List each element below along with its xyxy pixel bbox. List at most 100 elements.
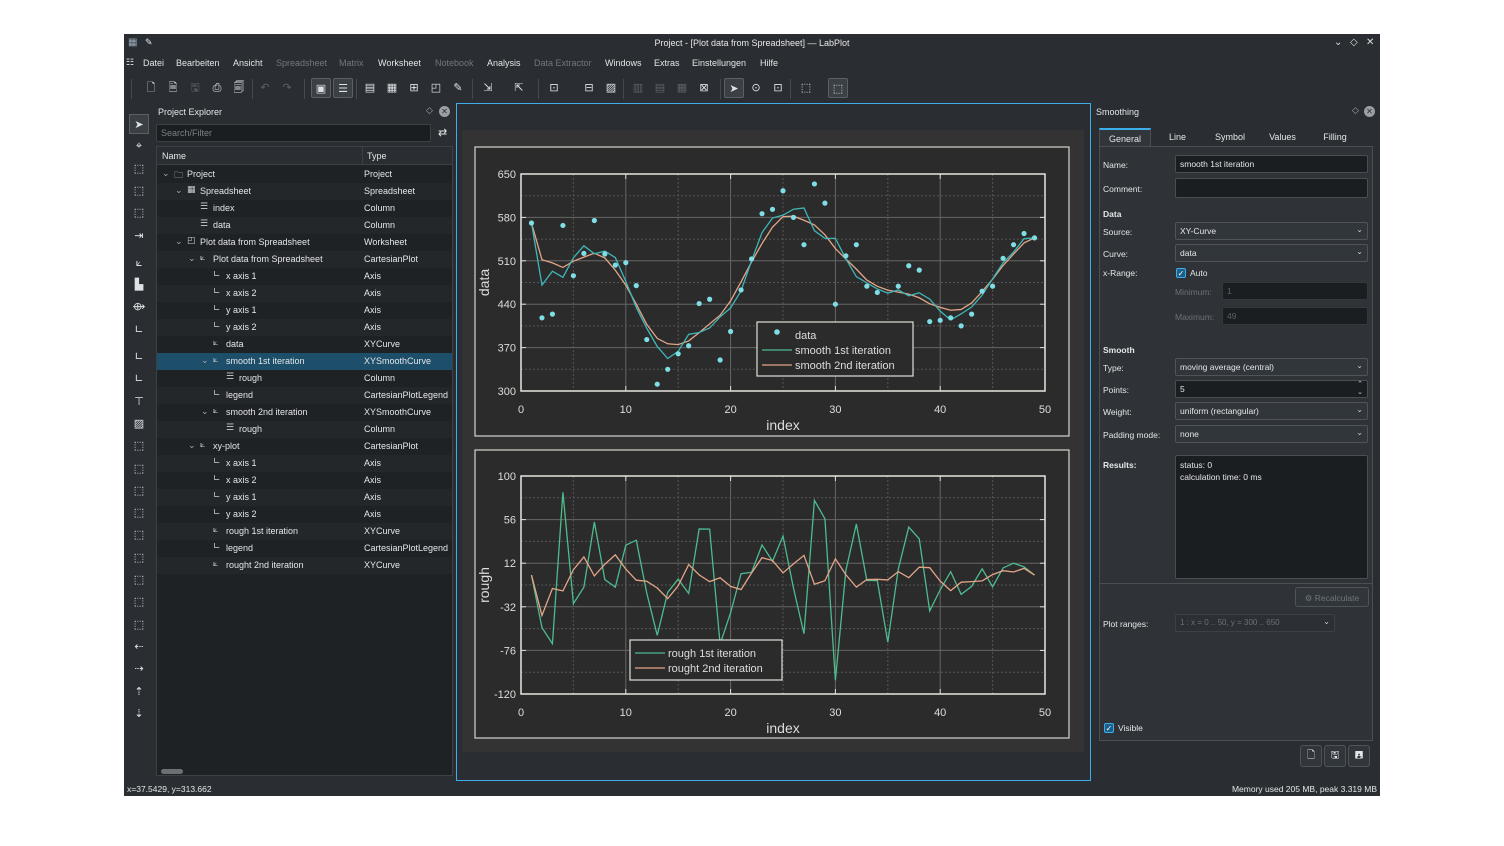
close-dock-icon[interactable]: ✕ xyxy=(439,106,450,117)
import-button[interactable]: ⇲ xyxy=(478,78,498,98)
name-input[interactable]: smooth 1st iteration xyxy=(1175,155,1368,173)
layout-horizontal-button[interactable]: ▤ xyxy=(650,78,670,98)
menu-analysis[interactable]: Analysis xyxy=(487,58,521,68)
padding-mode-select[interactable]: none ⌄ xyxy=(1175,425,1368,443)
close-button[interactable]: ✕ xyxy=(1366,37,1375,48)
save-config-button[interactable]: 🖫 xyxy=(1324,745,1346,767)
histogram-icon[interactable]: ▙ xyxy=(134,278,144,292)
export-button[interactable]: ⇱ xyxy=(509,78,529,98)
menu-matrix[interactable]: Matrix xyxy=(339,58,364,68)
float-dock-icon[interactable]: ◇ xyxy=(1352,105,1359,115)
cartesian-plot-button[interactable]: ⬚ xyxy=(828,78,848,98)
zoom-out-icon[interactable]: ⬚ xyxy=(133,528,145,542)
zoom-selection-icon[interactable]: ⬚ xyxy=(133,161,145,175)
tree-row[interactable]: ⌄ ⟀ xy-plot CartesianPlot xyxy=(157,438,452,455)
scale-auto-icon[interactable]: ⬚ xyxy=(133,439,145,453)
shift-left-icon[interactable]: ⇠ xyxy=(134,639,144,653)
zoom-in-y-icon[interactable]: ⬚ xyxy=(133,595,145,609)
print-preview-button[interactable]: 🗐 xyxy=(229,78,249,98)
navigate-mouse-button[interactable]: ⊙ xyxy=(746,78,766,98)
maximize-button[interactable]: ◇ xyxy=(1350,37,1358,48)
tree-row[interactable]: ⌄ 🗀 Project Project xyxy=(157,166,452,183)
filter-options-icon[interactable]: ⇄ xyxy=(438,127,448,139)
tree-row[interactable]: ⟀ rought 2nd iteration XYCurve xyxy=(157,557,452,574)
layout-button[interactable]: ⊡ xyxy=(544,78,564,98)
tree-view-button[interactable]: ▣ xyxy=(311,78,331,98)
new-spreadsheet-button[interactable]: ▤ xyxy=(360,78,380,98)
shift-x-icon[interactable]: ⇥ xyxy=(134,228,144,242)
scale-auto-x-icon[interactable]: ⬚ xyxy=(133,461,145,475)
new-worksheet-button[interactable]: ◰ xyxy=(426,78,446,98)
new-note-button[interactable]: ✎ xyxy=(448,78,468,98)
add-legend-icon[interactable]: ∟ xyxy=(134,372,144,386)
print-button[interactable]: ⎙ xyxy=(207,78,227,98)
search-filter-input[interactable]: Search/Filter xyxy=(156,124,431,142)
expand-chevron-icon[interactable]: ⌄ xyxy=(162,168,170,178)
tree-row[interactable]: ⌄ ◰ Plot data from Spreadsheet Worksheet xyxy=(157,234,452,251)
menu-bearbeiten[interactable]: Bearbeiten xyxy=(176,58,220,68)
menu-data-extractor[interactable]: Data Extractor xyxy=(534,58,592,68)
load-config-button[interactable]: 🗋 xyxy=(1300,745,1322,767)
save-default-button[interactable]: 🖪 xyxy=(1348,745,1370,767)
save-button[interactable]: 🖫 xyxy=(185,78,205,98)
layout-vertical-button[interactable]: ▥ xyxy=(628,78,648,98)
tree-row[interactable]: ⌄ ⟀ smooth 2nd iteration XYSmoothCurve xyxy=(157,404,452,421)
zoom-out-x-icon[interactable]: ⬚ xyxy=(133,573,145,586)
redo-button[interactable]: ↷ xyxy=(277,78,297,98)
tab-line[interactable]: Line xyxy=(1168,132,1186,142)
recalculate-button[interactable]: ⚙ Recalculate xyxy=(1295,587,1369,607)
tree-row[interactable]: ⟀ data XYCurve xyxy=(157,336,452,353)
tree-row[interactable]: ∟ y axis 1 Axis xyxy=(157,302,452,319)
add-axis-icon[interactable]: ∟ xyxy=(134,350,144,363)
break-layout-button[interactable]: ⊠ xyxy=(694,78,714,98)
spin-arrows-icon[interactable]: ⌃ ⌄ xyxy=(1357,381,1363,396)
zoom-button[interactable]: ⬚ xyxy=(796,78,816,98)
menu-app-icon[interactable]: ☷ xyxy=(126,57,135,67)
weight-select[interactable]: uniform (rectangular) ⌄ xyxy=(1175,402,1368,420)
select-arrow-icon[interactable]: ➤ xyxy=(129,114,149,134)
menu-ansicht[interactable]: Ansicht xyxy=(233,58,263,68)
plot-ranges-select[interactable]: 1 : x = 0 .. 50, y = 300 .. 650 ⌄ xyxy=(1175,614,1335,632)
tree-row[interactable]: ∟ x axis 2 Axis xyxy=(157,472,452,489)
worksheet-canvas[interactable]: 0 10 20 30 40 50 650 580 510 440 370 300 index data da… xyxy=(462,130,1084,752)
tree-row[interactable]: ∟ x axis 2 Axis xyxy=(157,285,452,302)
image-button[interactable]: ▨ xyxy=(601,78,621,98)
column-header-name[interactable]: Name xyxy=(162,151,187,161)
tree-row[interactable]: ⟀ rough 1st iteration XYCurve xyxy=(157,523,452,540)
scale-auto-y-icon[interactable]: ⬚ xyxy=(133,483,145,497)
expand-chevron-icon[interactable]: ⌄ xyxy=(188,253,196,263)
project-tree[interactable]: Name Type ⌄ 🗀 Project Project ⌄ ▦ Spreadsheet S… xyxy=(156,146,453,776)
tree-row[interactable]: ☰ data Column xyxy=(157,217,452,234)
crosshair-icon[interactable]: ⌖ xyxy=(135,139,143,153)
points-spinbox[interactable]: 5 ⌃ ⌄ xyxy=(1175,380,1368,398)
comment-input[interactable] xyxy=(1175,178,1368,198)
fit-icon[interactable]: ⟴ xyxy=(132,300,146,314)
open-button[interactable]: 🗎 xyxy=(163,78,183,98)
menu-worksheet[interactable]: Worksheet xyxy=(378,58,421,68)
select-cursor-button[interactable]: ➤ xyxy=(724,78,744,98)
zoom-in-x-icon[interactable]: ⬚ xyxy=(133,550,145,564)
source-select[interactable]: XY-Curve ⌄ xyxy=(1175,222,1368,240)
expand-chevron-icon[interactable]: ⌄ xyxy=(175,185,183,195)
zoom-in-icon[interactable]: ⬚ xyxy=(133,506,145,520)
image-icon[interactable]: ▨ xyxy=(133,416,145,430)
expand-chevron-icon[interactable]: ⌄ xyxy=(175,236,183,246)
new-matrix-button[interactable]: ▦ xyxy=(382,78,402,98)
menu-einstellungen[interactable]: Einstellungen xyxy=(692,58,747,68)
float-dock-icon[interactable]: ◇ xyxy=(426,105,433,115)
curve-select[interactable]: data ⌄ xyxy=(1175,244,1368,262)
plot-data-from-spreadsheet[interactable]: 0 10 20 30 40 50 650 580 510 440 370 300 index data da… xyxy=(474,146,1070,437)
xy-plot[interactable]: 0 10 20 30 40 50 100 56 12 -32 -76 -120 index rough ro… xyxy=(474,449,1070,739)
add-curve-icon[interactable]: ⟀ xyxy=(135,255,143,269)
tree-row[interactable]: ⌄ ⟀ smooth 1st iteration XYSmoothCurve xyxy=(157,353,452,370)
expand-chevron-icon[interactable]: ⌄ xyxy=(188,440,196,450)
shift-up-icon[interactable]: ⇡ xyxy=(134,684,144,698)
zoom-out-y-icon[interactable]: ⬚ xyxy=(133,617,145,631)
tab-symbol[interactable]: Symbol xyxy=(1214,132,1245,142)
tree-row[interactable]: ☰ index Column xyxy=(157,200,452,217)
shift-down-icon[interactable]: ⇣ xyxy=(134,706,144,720)
column-divider[interactable] xyxy=(362,147,363,165)
visible-checkbox[interactable]: ✓ xyxy=(1104,723,1114,733)
menu-spreadsheet[interactable]: Spreadsheet xyxy=(276,58,328,68)
tree-row[interactable]: ☰ rough Column xyxy=(157,421,452,438)
